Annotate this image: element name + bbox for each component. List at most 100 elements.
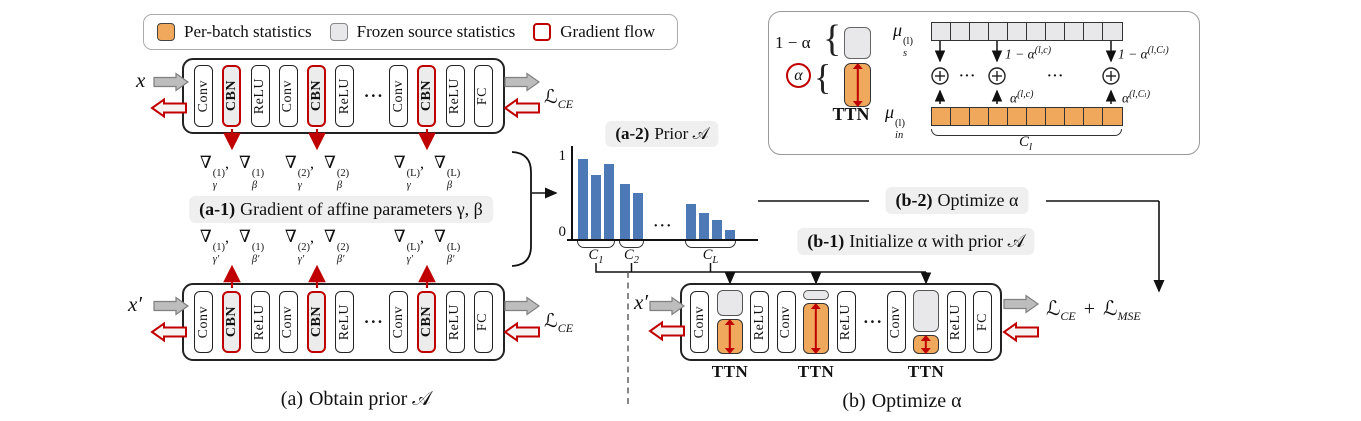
gradient-flow-swatch-icon <box>533 23 552 41</box>
per-batch-stats-block <box>716 319 743 354</box>
gradient-label: ∇ (1) γ′, ∇ (1) β′ <box>200 227 264 265</box>
collect-bracket <box>511 151 532 267</box>
stat-cell <box>1083 22 1104 41</box>
supsub: (L) β <box>447 168 460 191</box>
stat-cell <box>969 22 990 41</box>
ttn-block-label: TTN <box>907 362 945 381</box>
stat-cell <box>950 22 971 41</box>
gradient-label: ∇ (2) γ, ∇ (2) β <box>285 153 349 191</box>
backward-arrow-icon <box>503 97 540 119</box>
learnable-double-arrow-icon <box>814 308 818 349</box>
ttn-column <box>803 290 829 354</box>
block-label: ReLU <box>336 303 352 341</box>
chart-gap-dots: ··· <box>653 218 673 234</box>
group-label: C1 <box>589 247 604 266</box>
param-subscript: β′ <box>336 253 345 265</box>
stat-cell <box>1026 107 1047 126</box>
input-x-label: x <box>136 68 146 92</box>
per-batch-stats-block <box>844 63 871 107</box>
network-top-cbn: Conv CBN ReLU Conv CBN ReLU ··· Conv CBN ReLU FC <box>182 58 505 134</box>
block-label: CBN <box>223 80 239 112</box>
nabla-symbol: ∇ <box>239 153 251 172</box>
label-a2-text: Prior 𝒜 <box>654 124 709 143</box>
supsub: (2) γ <box>298 168 310 191</box>
block-fc: FC <box>473 65 493 127</box>
caption-b: (b) Optimize α <box>842 390 962 412</box>
block-relu: ReLU <box>335 65 355 127</box>
stat-cell <box>1045 107 1066 126</box>
stat-cell <box>1102 107 1123 126</box>
block-cbn: CBN <box>307 291 327 353</box>
block-label: ReLU <box>252 77 268 115</box>
block-label: ReLU <box>751 303 767 341</box>
block-label: Conv <box>390 305 406 339</box>
param-subscript: γ <box>406 179 411 191</box>
label-b2-text: Optimize α <box>937 190 1019 210</box>
channel-count-label: Cl <box>1019 134 1033 153</box>
block-label: CBN <box>418 306 434 338</box>
stat-cell <box>931 107 952 126</box>
group-label-base: C <box>588 247 599 263</box>
supsub: (L) β′ <box>447 242 460 265</box>
supsub: (L) γ′ <box>406 242 420 265</box>
stat-cell <box>1102 22 1123 41</box>
dots-ellipsis: ··· <box>363 312 384 331</box>
loss-subscript: CE <box>557 320 574 335</box>
nabla-symbol: ∇ <box>199 153 212 172</box>
label-b1-text: Initialize α with prior 𝒜 <box>849 231 1025 251</box>
block-relu: ReLU <box>445 291 465 353</box>
ttn-column <box>716 290 743 354</box>
block-label: ReLU <box>447 77 463 115</box>
block-cbn: CBN <box>222 291 242 353</box>
brace-icon: { <box>814 57 832 97</box>
chart-ytick-0: 0 <box>558 224 567 240</box>
legend: Per-batch statistics Frozen source stati… <box>143 14 679 50</box>
layer-superscript: (2) <box>297 242 310 253</box>
ttn-title: TTN <box>832 104 870 124</box>
ellipsis: ··· <box>959 69 977 84</box>
network-bottom-cbn: Conv CBN ReLU Conv CBN ReLU ··· Conv CBN ReLU FC <box>182 283 505 361</box>
group-label-sub: L <box>712 254 719 266</box>
alpha-channel-label: α(l,c) <box>1010 89 1034 106</box>
stat-cell <box>1064 107 1085 126</box>
block-relu: ReLU <box>946 291 966 353</box>
bar <box>578 158 588 239</box>
loss-ce-label-bottom: ℒCE <box>544 310 573 336</box>
frozen-swatch-icon <box>329 23 348 41</box>
label-a1-text: Gradient of affine parameters γ, β <box>240 199 483 219</box>
frozen-stats-block <box>913 290 939 332</box>
group-label-sub: 1 <box>598 254 604 266</box>
param-subscript: β′ <box>251 253 260 265</box>
input-x-prime-label-right: x′ <box>634 290 648 314</box>
bar <box>620 184 630 239</box>
loss-symbol: ℒ <box>544 310 558 332</box>
nabla-symbol: ∇ <box>393 227 406 246</box>
supsub: (2) β <box>336 168 350 191</box>
param-subscript: β <box>251 179 258 191</box>
gradient-label: ∇ (L) γ′, ∇ (L) β′ <box>394 227 461 265</box>
layer-superscript: (1) <box>212 168 225 179</box>
block-label: CBN <box>308 80 324 112</box>
block-relu: ReLU <box>250 65 270 127</box>
loss-subscript: CE <box>557 96 574 111</box>
layer-superscript: (2) <box>336 168 350 179</box>
block-relu: ReLU <box>335 291 355 353</box>
block-conv: Conv <box>278 65 298 127</box>
param-subscript: γ′ <box>297 253 305 265</box>
block-conv: Conv <box>776 291 796 353</box>
label-b1: (b-1) Initialize α with prior 𝒜 <box>797 228 1035 255</box>
nabla-symbol: ∇ <box>434 227 446 246</box>
stat-cell <box>988 107 1009 126</box>
layer-superscript: (L) <box>406 242 420 253</box>
block-label: Conv <box>390 79 406 113</box>
label-a1: (a-1) Gradient of affine parameters γ, β <box>189 196 493 223</box>
nabla-symbol: ∇ <box>324 227 336 246</box>
block-label: ReLU <box>252 303 268 341</box>
supsub: (2) γ′ <box>297 242 310 265</box>
one-minus-alpha-channel-label: 1 − α(l,c) <box>1005 45 1052 62</box>
param-subscript: γ′ <box>212 253 220 265</box>
backward-arrow-icon <box>150 97 187 119</box>
nabla-symbol: ∇ <box>239 227 251 246</box>
stat-cell <box>1083 107 1104 126</box>
forward-arrow-icon <box>1003 294 1040 314</box>
